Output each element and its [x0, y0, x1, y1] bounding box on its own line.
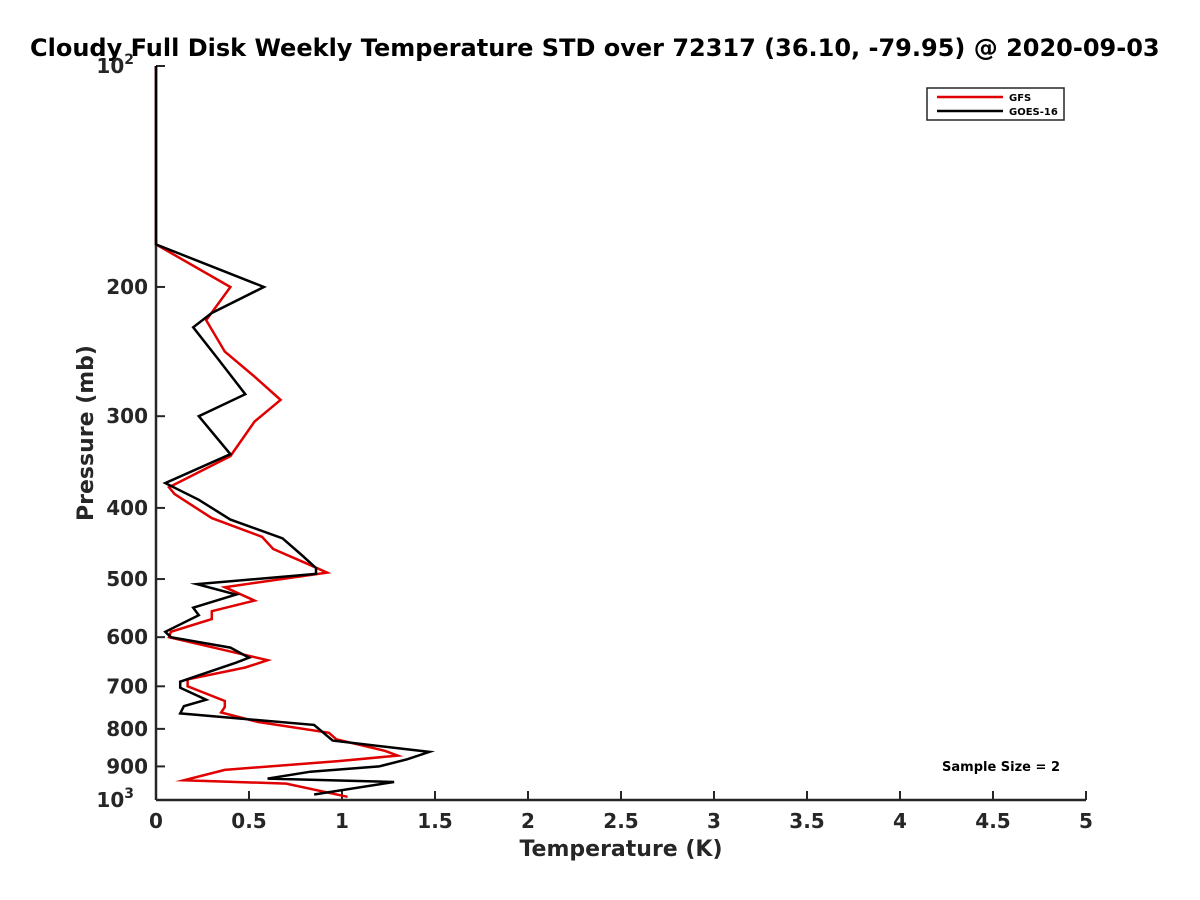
y-tick-label: 400: [106, 496, 148, 520]
legend: GFS GOES-16: [926, 87, 1065, 121]
y-tick-label-base: 10: [96, 54, 124, 78]
y-tick-label: 700: [106, 674, 148, 698]
legend-label-goes16: GOES-16: [1009, 107, 1058, 118]
sample-size-annotation: Sample Size = 2: [942, 760, 1060, 775]
x-axis-ticks: 0 0.5 1 1.5 2 2.5 3 3.5 4 4.5 5: [149, 791, 1093, 833]
x-tick-label: 5: [1079, 809, 1093, 833]
legend-label-gfs: GFS: [1009, 93, 1031, 104]
x-tick-label: 2: [521, 809, 535, 833]
y-tick-label-exponent: 2: [124, 52, 134, 68]
x-tick-label: 4: [893, 809, 907, 833]
y-tick-label-exponent: 3: [124, 786, 134, 802]
y-tick-label: 103: [96, 786, 134, 812]
y-tick-label: 102: [96, 52, 134, 78]
series-layer: [154, 66, 436, 799]
y-tick-label: 800: [106, 717, 148, 741]
y-tick-label: 300: [106, 404, 148, 428]
y-tick-label: 200: [106, 275, 148, 299]
y-tick-label-base: 10: [96, 788, 124, 812]
x-tick-label: 0.5: [231, 809, 266, 833]
x-tick-label: 3: [707, 809, 721, 833]
y-tick-label: 500: [106, 567, 148, 591]
x-tick-label: 0: [149, 809, 163, 833]
y-tick-label: 600: [106, 625, 148, 649]
series-line-goes-16: [154, 66, 436, 796]
x-axis-label: Temperature (K): [519, 837, 722, 862]
chart-title: Cloudy Full Disk Weekly Temperature STD …: [30, 34, 1160, 62]
x-tick-label: 2.5: [603, 809, 638, 833]
x-tick-label: 3.5: [789, 809, 824, 833]
x-tick-label: 1: [335, 809, 349, 833]
x-tick-label: 4.5: [975, 809, 1010, 833]
y-axis-label: Pressure (mb): [74, 345, 99, 521]
x-tick-label: 1.5: [417, 809, 452, 833]
y-tick-label: 900: [106, 754, 148, 778]
legend-box: [926, 87, 1065, 121]
